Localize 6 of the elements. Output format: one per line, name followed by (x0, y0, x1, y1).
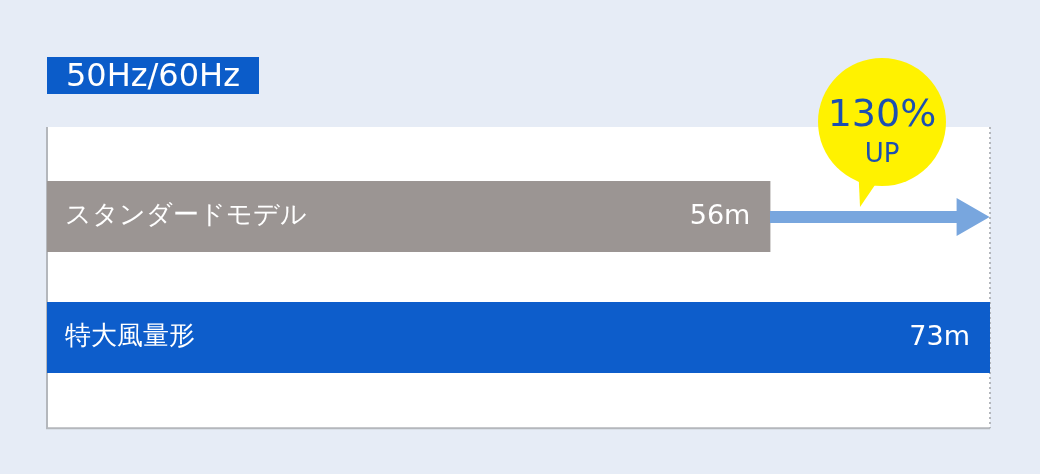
data-label: 56m (689, 198, 751, 230)
y-tick-label: 特大風量形 (65, 320, 195, 351)
chart-title: 50Hz/60Hz (47, 56, 259, 94)
annotation: 130% UP (826, 90, 938, 170)
data-label: 73m (909, 319, 970, 351)
y-tick-label: スタンダードモデル (65, 199, 307, 230)
